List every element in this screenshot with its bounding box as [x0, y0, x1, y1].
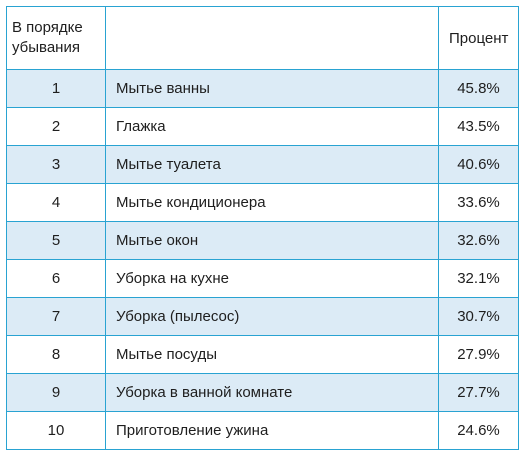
rank-cell: 2: [6, 107, 106, 146]
rank-cell: 10: [6, 411, 106, 450]
task-cell: Мытье кондиционера: [105, 183, 439, 222]
percent-cell: 40.6%: [438, 145, 519, 184]
table-body: 1 Мытье ванны 45.8% 2 Глажка 43.5% 3 Мытье туал…: [6, 69, 519, 450]
rank-cell: 7: [6, 297, 106, 336]
percent-cell: 27.7%: [438, 373, 519, 412]
rank-cell: 4: [6, 183, 106, 222]
rank-cell: 6: [6, 259, 106, 298]
header-rank: В порядке убывания: [6, 6, 106, 70]
percent-cell: 24.6%: [438, 411, 519, 450]
task-cell: Мытье ванны: [105, 69, 439, 108]
percent-cell: 32.6%: [438, 221, 519, 260]
percent-cell: 33.6%: [438, 183, 519, 222]
table-row: 2 Глажка 43.5%: [6, 107, 519, 146]
header-percent: Процент: [438, 6, 519, 70]
percent-cell: 30.7%: [438, 297, 519, 336]
table-row: 7 Уборка (пылесос) 30.7%: [6, 297, 519, 336]
table-row: 4 Мытье кондиционера 33.6%: [6, 183, 519, 222]
task-cell: Уборка в ванной комнате: [105, 373, 439, 412]
table-row: 8 Мытье посуды 27.9%: [6, 335, 519, 374]
percent-cell: 27.9%: [438, 335, 519, 374]
rank-cell: 3: [6, 145, 106, 184]
table-row: 9 Уборка в ванной комнате 27.7%: [6, 373, 519, 412]
rank-cell: 5: [6, 221, 106, 260]
header-rank-line2: убывания: [12, 39, 80, 56]
table-row: 5 Мытье окон 32.6%: [6, 221, 519, 260]
percent-cell: 45.8%: [438, 69, 519, 108]
task-cell: Мытье окон: [105, 221, 439, 260]
table-row: 3 Мытье туалета 40.6%: [6, 145, 519, 184]
table-row: 1 Мытье ванны 45.8%: [6, 69, 519, 108]
task-cell: Приготовление ужина: [105, 411, 439, 450]
header-rank-line1: В порядке: [12, 19, 83, 36]
task-cell: Уборка (пылесос): [105, 297, 439, 336]
header-task: [105, 6, 439, 70]
percent-cell: 43.5%: [438, 107, 519, 146]
percent-cell: 32.1%: [438, 259, 519, 298]
ranking-table-container: В порядке убывания Процент 1 Мытье ванны 4…: [6, 6, 519, 450]
header-row: В порядке убывания Процент: [6, 6, 519, 70]
task-cell: Мытье туалета: [105, 145, 439, 184]
rank-cell: 9: [6, 373, 106, 412]
task-cell: Уборка на кухне: [105, 259, 439, 298]
rank-cell: 1: [6, 69, 106, 108]
rank-cell: 8: [6, 335, 106, 374]
table-row: 10 Приготовление ужина 24.6%: [6, 411, 519, 450]
task-cell: Мытье посуды: [105, 335, 439, 374]
task-cell: Глажка: [105, 107, 439, 146]
table-row: 6 Уборка на кухне 32.1%: [6, 259, 519, 298]
ranking-table: В порядке убывания Процент 1 Мытье ванны 4…: [6, 6, 519, 450]
